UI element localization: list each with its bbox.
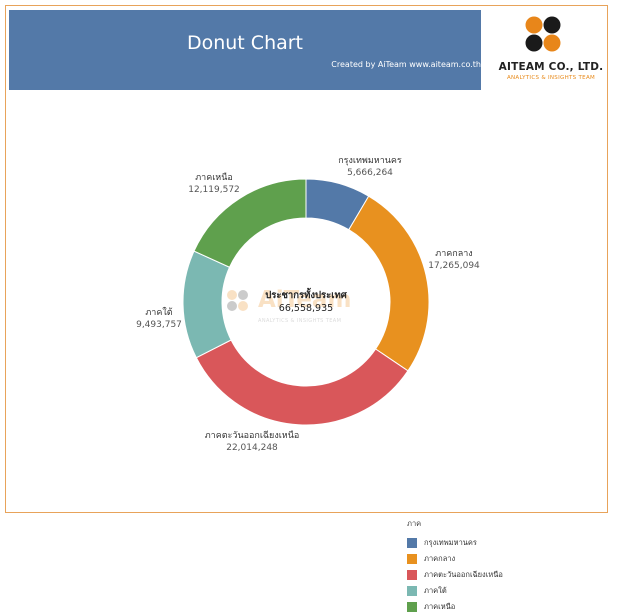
donut-slice-4[interactable]: [193, 178, 307, 268]
company-logo-icon: [525, 16, 561, 52]
slice-label-northeast: ภาคตะวันออกเฉียงเหนือ 22,014,248: [204, 431, 300, 453]
center-value: 66,558,935: [278, 303, 334, 314]
legend-item-north[interactable]: ภาคเหนือ: [407, 599, 503, 615]
legend-item-south[interactable]: ภาคใต้: [407, 583, 503, 599]
company-name: AITEAM CO., LTD.: [498, 61, 604, 73]
slice-label-bangkok: กรุงเทพมหานคร 5,666,264: [338, 156, 402, 178]
company-tagline: ANALYTICS & INSIGHTS TEAM: [506, 75, 596, 81]
watermark-text: AiTeam: [258, 287, 352, 313]
header-banner: Donut Chart Created by AiTeam www.aiteam…: [9, 10, 481, 90]
legend-swatch: [407, 586, 417, 596]
legend-item-central[interactable]: ภาคกลาง: [407, 551, 503, 567]
center-label: ประชากรทั้งประเทศ: [265, 290, 347, 301]
legend-swatch: [407, 602, 417, 612]
chart-title: Donut Chart: [186, 32, 304, 54]
legend-item-northeast[interactable]: ภาคตะวันออกเฉียงเหนือ: [407, 567, 503, 583]
slice-label-north: ภาคเหนือ 12,119,572: [188, 173, 240, 195]
chart-legend: ภาค กรุงเทพมหานคร ภาคกลาง ภาคตะวันออกเฉี…: [407, 518, 503, 615]
watermark-tagline: ANALYTICS & INSIGHTS TEAM: [258, 318, 342, 324]
watermark-logo-icon: [227, 290, 248, 311]
slice-label-south: ภาคใต้ 9,493,757: [136, 308, 182, 330]
donut-slice-2[interactable]: [195, 339, 409, 426]
slice-label-central: ภาคกลาง 17,265,094: [428, 249, 480, 271]
legend-swatch: [407, 538, 417, 548]
donut-slice-1[interactable]: [348, 195, 430, 372]
legend-title: ภาค: [407, 519, 422, 528]
legend-item-bangkok[interactable]: กรุงเทพมหานคร: [407, 535, 503, 551]
chart-subtitle: Created by AiTeam www.aiteam.co.th: [331, 60, 481, 69]
legend-swatch: [407, 554, 417, 564]
legend-swatch: [407, 570, 417, 580]
